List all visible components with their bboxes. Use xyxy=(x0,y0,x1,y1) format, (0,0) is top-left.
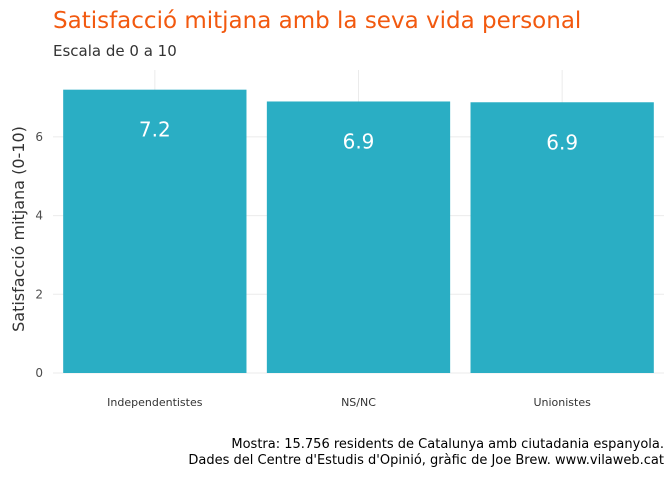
bar xyxy=(63,89,247,373)
chart-caption: Mostra: 15.756 residents de Catalunya am… xyxy=(188,437,664,469)
x-tick-label: Unionistes xyxy=(533,396,591,409)
bar xyxy=(266,101,451,373)
chart-subtitle: Escala de 0 a 10 xyxy=(53,42,177,60)
bar-labels: 7.2 6.9 6.9 xyxy=(139,118,578,155)
caption-line-sample: Mostra: 15.756 residents de Catalunya am… xyxy=(231,437,664,452)
chart-title: Satisfacció mitjana amb la seva vida per… xyxy=(53,8,582,34)
x-tick-label: NS/NC xyxy=(341,396,376,409)
x-tick-label: Independentistes xyxy=(107,396,203,409)
y-tick-label: 2 xyxy=(35,287,43,301)
y-tick-label: 0 xyxy=(35,366,43,380)
y-tick-label: 4 xyxy=(35,209,43,223)
y-tick-label: 6 xyxy=(35,130,43,144)
caption-line-source: Dades del Centre d'Estudis d'Opinió, grà… xyxy=(188,453,664,468)
bar xyxy=(470,102,654,374)
bar-value-label: 6.9 xyxy=(546,130,578,154)
bars xyxy=(63,89,654,374)
bar-value-label: 6.9 xyxy=(343,129,375,153)
axis-ticks: 0 2 4 6 Independentistes NS/NC Unionistes xyxy=(35,130,591,409)
bar-value-label: 7.2 xyxy=(139,118,171,142)
y-axis-label: Satisfacció mitjana (0-10) xyxy=(9,126,28,332)
